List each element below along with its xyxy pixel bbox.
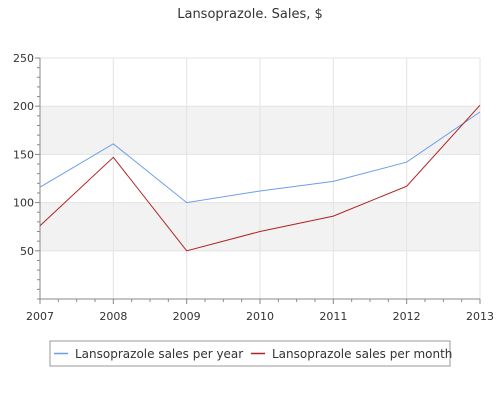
chart-title: Lansoprazole. Sales, $ [177, 7, 323, 22]
tick-labels: 50 100 150 200 250 2007 2008 2009 2010 2011 2012 20… [13, 52, 494, 323]
legend: Lansoprazole sales per year Lansoprazole … [49, 340, 452, 367]
x-tick-label: 2008 [99, 310, 127, 323]
x-tick-label: 2011 [319, 310, 347, 323]
y-tick-label: 250 [13, 52, 34, 65]
x-tick-label: 2009 [173, 310, 201, 323]
y-tick-label: 50 [20, 245, 34, 258]
y-tick-label: 100 [13, 197, 34, 210]
x-tick-label: 2007 [26, 310, 54, 323]
legend-label: Lansoprazole sales per year [75, 347, 243, 361]
series-line-2 [39, 104, 481, 252]
x-tick-label: 2013 [466, 310, 494, 323]
legend-box [49, 340, 451, 367]
grid-lines [39, 57, 481, 299]
x-tick-label: 2012 [393, 310, 421, 323]
x-tick-label: 2010 [246, 310, 274, 323]
y-tick-label: 200 [13, 100, 34, 113]
legend-label: Lansoprazole sales per month [272, 347, 452, 361]
axes [35, 57, 481, 304]
y-tick-label: 150 [13, 148, 34, 161]
series-line-1 [39, 111, 481, 204]
series-lines [39, 104, 481, 252]
